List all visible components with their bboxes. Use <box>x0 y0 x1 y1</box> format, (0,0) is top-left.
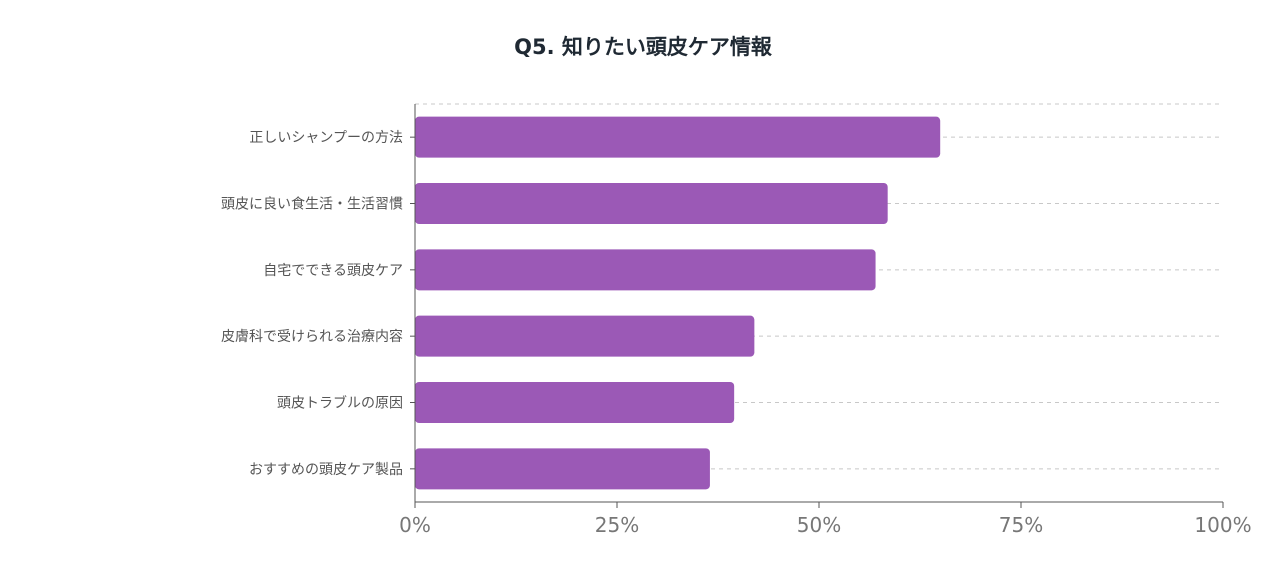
category-label: 頭皮トラブルの原因 <box>277 395 403 412</box>
bar <box>415 315 755 357</box>
x-tick-label: 100% <box>1194 513 1251 537</box>
category-label: 自宅でできる頭皮ケア <box>263 263 403 279</box>
bar <box>415 249 876 291</box>
bar <box>415 116 941 158</box>
bar <box>415 183 888 224</box>
x-tick-label: 0% <box>399 513 431 537</box>
axis-layer <box>410 104 1224 508</box>
bar <box>415 382 735 423</box>
x-tick-label: 25% <box>595 513 639 537</box>
label-layer: 正しいシャンプーの方法頭皮に良い食生活・生活習慣自宅でできる頭皮ケア皮膚科で受け… <box>221 130 1252 537</box>
category-label: 皮膚科で受けられる治療内容 <box>221 328 403 345</box>
category-label: おすすめの頭皮ケア製品 <box>249 462 403 478</box>
bar-layer <box>415 116 941 490</box>
x-tick-label: 50% <box>797 513 841 537</box>
category-label: 正しいシャンプーの方法 <box>249 130 403 146</box>
x-tick-label: 75% <box>999 513 1043 537</box>
chart-title: Q5. 知りたい頭皮ケア情報 <box>514 35 773 59</box>
bar <box>415 448 710 490</box>
category-label: 頭皮に良い食生活・生活習慣 <box>221 196 403 213</box>
